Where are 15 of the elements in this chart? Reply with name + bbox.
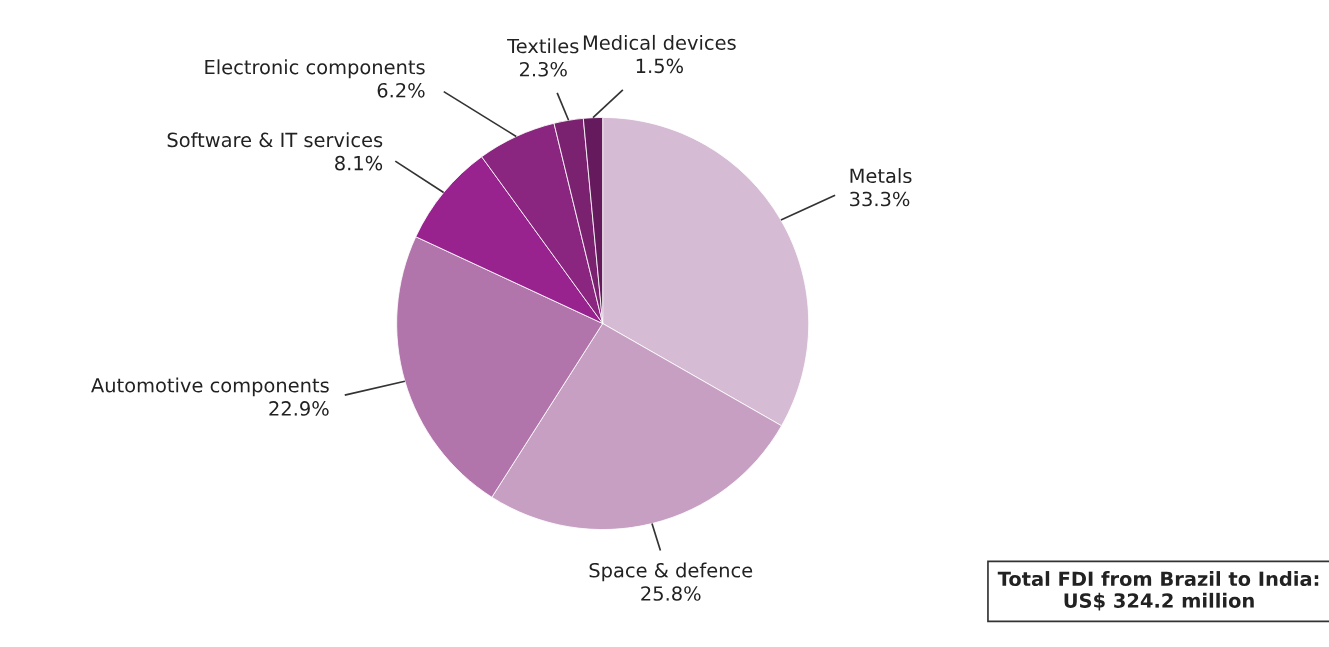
data-label: 8.1% bbox=[335, 155, 383, 171]
slice-label: Textiles bbox=[507, 38, 579, 54]
data-label: 25.8% bbox=[641, 586, 701, 601]
data-label: 1.5% bbox=[636, 58, 683, 74]
data-label: 6.2% bbox=[377, 82, 425, 98]
slice-label: Software & IT services bbox=[167, 132, 383, 148]
slice-label: Space & defence bbox=[589, 562, 753, 582]
text: Total FDI from Brazil to India: US$ 324.2 million bbox=[997, 571, 1319, 611]
slice-label: Metals bbox=[850, 168, 912, 184]
data-label: 22.9% bbox=[269, 401, 329, 416]
slice-label: Electronic components bbox=[205, 59, 425, 79]
slice-label: Automotive components bbox=[91, 377, 329, 397]
data-label: 33.3% bbox=[850, 191, 910, 207]
data-label: 2.3% bbox=[519, 61, 567, 77]
slice-label: Medical devices bbox=[583, 34, 736, 50]
